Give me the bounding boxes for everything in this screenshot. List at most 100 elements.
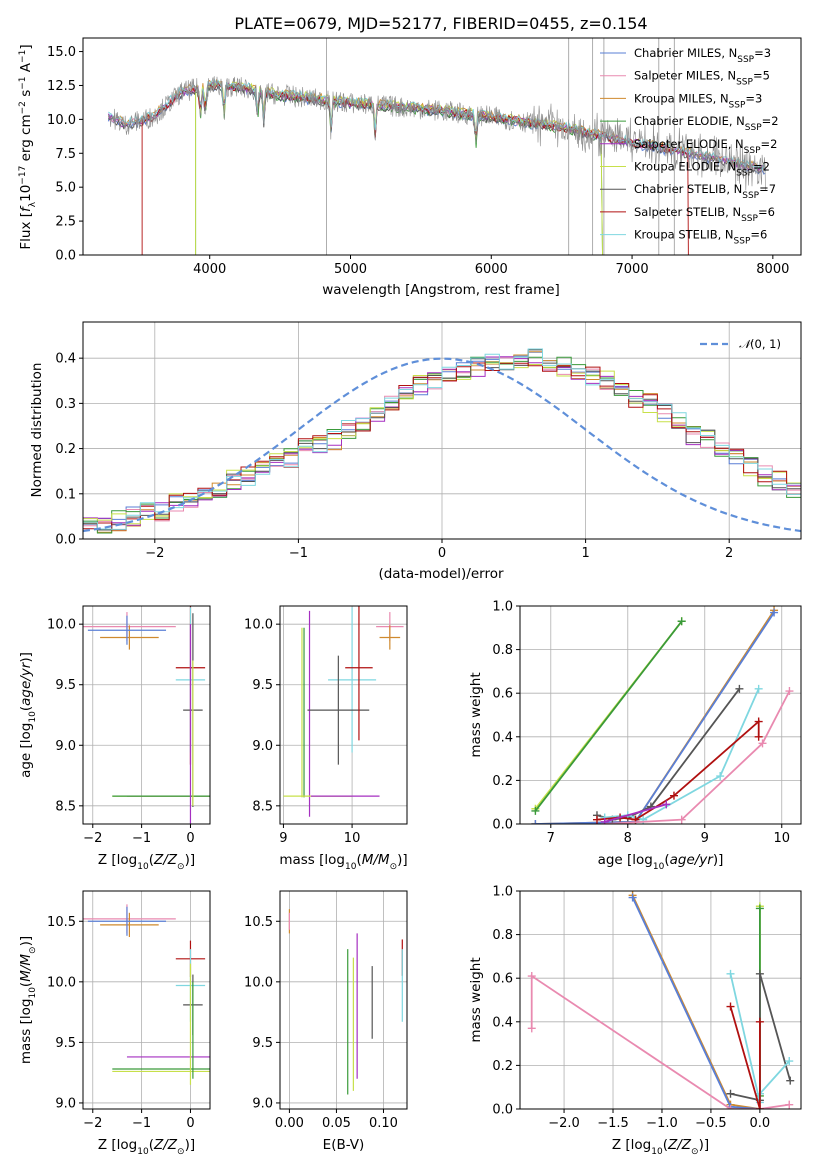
y-tick-label: 9.5 — [55, 678, 76, 693]
legend: Chabrier MILES, NSSP=3 Salpeter MILES, NS… — [600, 46, 779, 247]
mass-weight-marker — [662, 800, 671, 809]
y-tick-label: 10.0 — [244, 975, 273, 990]
plot-area — [83, 904, 210, 1085]
y-tick-label: 2.5 — [55, 215, 76, 230]
y-tick-label: 8.5 — [252, 799, 273, 814]
x-tick-label: −2 — [83, 831, 102, 846]
mass-weight-line — [631, 895, 761, 1109]
x-tick-label: 6000 — [475, 262, 508, 277]
mass-weight-marker — [600, 817, 609, 824]
x-tick-label: −1 — [132, 831, 151, 846]
x-tick-label: 5000 — [334, 262, 367, 277]
x-tick-label: 0.00 — [275, 1116, 304, 1131]
y-tick-label: 10.0 — [47, 113, 76, 128]
y-tick-label: 0.8 — [492, 643, 513, 658]
mass-weight-marker — [786, 1076, 795, 1085]
mass-weight-marker — [785, 1057, 794, 1066]
y-tick-label: 0.0 — [492, 818, 513, 833]
axis-label: Z [log10(Z/Z⊙)] — [98, 1137, 195, 1157]
x-tick-label: 0 — [186, 1116, 194, 1131]
x-axis-label: E(B-V) — [323, 1137, 365, 1153]
histogram-series — [83, 362, 801, 525]
plot-area — [107, 38, 766, 255]
x-tick-label: 9 — [701, 831, 709, 846]
legend-label: Chabrier STELIB, NSSP=7 — [634, 182, 776, 201]
normal-curve — [83, 357, 801, 533]
mass-weight-marker — [531, 820, 540, 824]
mass-weight-marker — [754, 732, 763, 741]
y-tick-label: 10.5 — [244, 915, 273, 930]
panel-metallicity-mass: −2 −1 0 9.0 9.5 10.0 10.5 Z [log10(Z/Z⊙)] mass [… — [18, 890, 211, 1157]
x-tick-label: 0.0 — [750, 1116, 771, 1131]
y-tick-label: 0.0 — [55, 249, 76, 264]
legend-label: Salpeter ELODIE, NSSP=2 — [634, 137, 777, 156]
y-tick-label: 12.5 — [47, 79, 76, 94]
x-tick-label: 8000 — [756, 262, 789, 277]
legend-label: Kroupa STELIB, NSSP=6 — [634, 228, 767, 247]
axes-frame — [279, 605, 408, 825]
panel-metallicity-age: −2 −1 0 8.5 9.0 9.5 10.0 Z [log10(Z/Z⊙)] age [lo… — [18, 605, 211, 872]
x-tick-label: −1 — [289, 546, 308, 561]
x-axis-label: wavelength [Angstrom, rest frame] — [322, 282, 560, 298]
mass-weight-marker — [677, 617, 686, 626]
x-tick-label: 0.10 — [369, 1116, 398, 1131]
figure-title: PLATE=0679, MJD=52177, FIBERID=0455, z=0… — [234, 14, 647, 33]
mass-weight-marker — [785, 687, 794, 696]
mass-weight-line — [530, 974, 790, 1109]
mass-weight-marker — [754, 684, 763, 693]
legend-label: Kroupa ELODIE, NSSP=2 — [634, 160, 770, 179]
y-tick-label: 0.4 — [55, 352, 76, 367]
x-tick-label: −0.5 — [695, 1116, 727, 1131]
mass-weight-marker — [755, 1017, 764, 1026]
panels: 4000 5000 6000 7000 80000.02.55.07.510.012.5… — [18, 37, 802, 1157]
data-spectrum — [108, 76, 766, 192]
plot-area — [531, 606, 794, 824]
mass-weight-marker — [726, 1089, 735, 1098]
mass-weight-marker — [726, 969, 735, 978]
mass-weight-marker — [716, 772, 725, 781]
axes-frame — [82, 37, 802, 256]
y-tick-label: 9.5 — [252, 678, 273, 693]
x-tick-label: −1.0 — [646, 1116, 678, 1131]
axes-frame — [519, 605, 802, 825]
x-axis-label: (data-model)/error — [378, 566, 504, 582]
model-spectrum — [141, 81, 689, 255]
axis-label: mass [log10(M/M⊙)] — [18, 936, 38, 1064]
y-tick-label: 9.0 — [252, 739, 273, 754]
y-tick-label: 0.2 — [492, 774, 513, 789]
x-tick-label: −2 — [145, 546, 164, 561]
axis-label: age [log10(age/yr)] — [18, 652, 38, 778]
histogram-series — [83, 362, 801, 531]
legend-label: Chabrier ELODIE, NSSP=2 — [634, 114, 779, 133]
legend-label: Salpeter MILES, NSSP=5 — [634, 69, 770, 88]
mass-weight-marker — [531, 806, 540, 815]
panel-metallicity-massweight: −2.0 −1.5 −1.0 −0.5 0.0 0.0 0.2 0.4 0.6 0.8 1.0 Z [… — [468, 885, 802, 1157]
y-axis-label: Normed distribution — [29, 363, 45, 498]
x-tick-label: −1 — [132, 1116, 151, 1131]
y-tick-label: 9.0 — [252, 1096, 273, 1111]
panel-ebv-mass: 0.00 0.05 0.10 9.0 9.5 10.0 10.5 E(B-V) — [244, 890, 408, 1153]
mass-weight-line — [535, 612, 775, 824]
mass-weight-marker — [669, 791, 678, 800]
panel-age-massweight: 7 8 9 10 0.0 0.2 0.4 0.6 0.8 1.0 age [log10(age/yr… — [468, 600, 802, 872]
y-axis-label: mass weight — [468, 957, 484, 1042]
axis-label: age [log10(age/yr)] — [598, 852, 724, 872]
x-tick-label: 0.05 — [322, 1116, 351, 1131]
y-tick-label: 9.0 — [55, 1096, 76, 1111]
axes-frame — [82, 605, 211, 825]
legend-label: Kroupa MILES, NSSP=3 — [634, 91, 762, 110]
y-tick-label: 0.4 — [492, 730, 513, 745]
y-tick-label: 7.5 — [55, 147, 76, 162]
plot-area — [283, 606, 404, 817]
x-tick-label: −2 — [83, 1116, 102, 1131]
y-tick-label: 5.0 — [55, 181, 76, 196]
y-tick-label: 0.6 — [492, 972, 513, 987]
x-tick-label: −1.5 — [597, 1116, 629, 1131]
y-tick-label: 0.8 — [492, 928, 513, 943]
mass-weight-marker — [758, 739, 767, 748]
y-tick-label: 0.2 — [492, 1059, 513, 1074]
mass-weight-marker — [726, 1002, 735, 1011]
mass-weight-marker — [726, 1105, 735, 1109]
y-tick-label: 1.0 — [492, 600, 513, 615]
